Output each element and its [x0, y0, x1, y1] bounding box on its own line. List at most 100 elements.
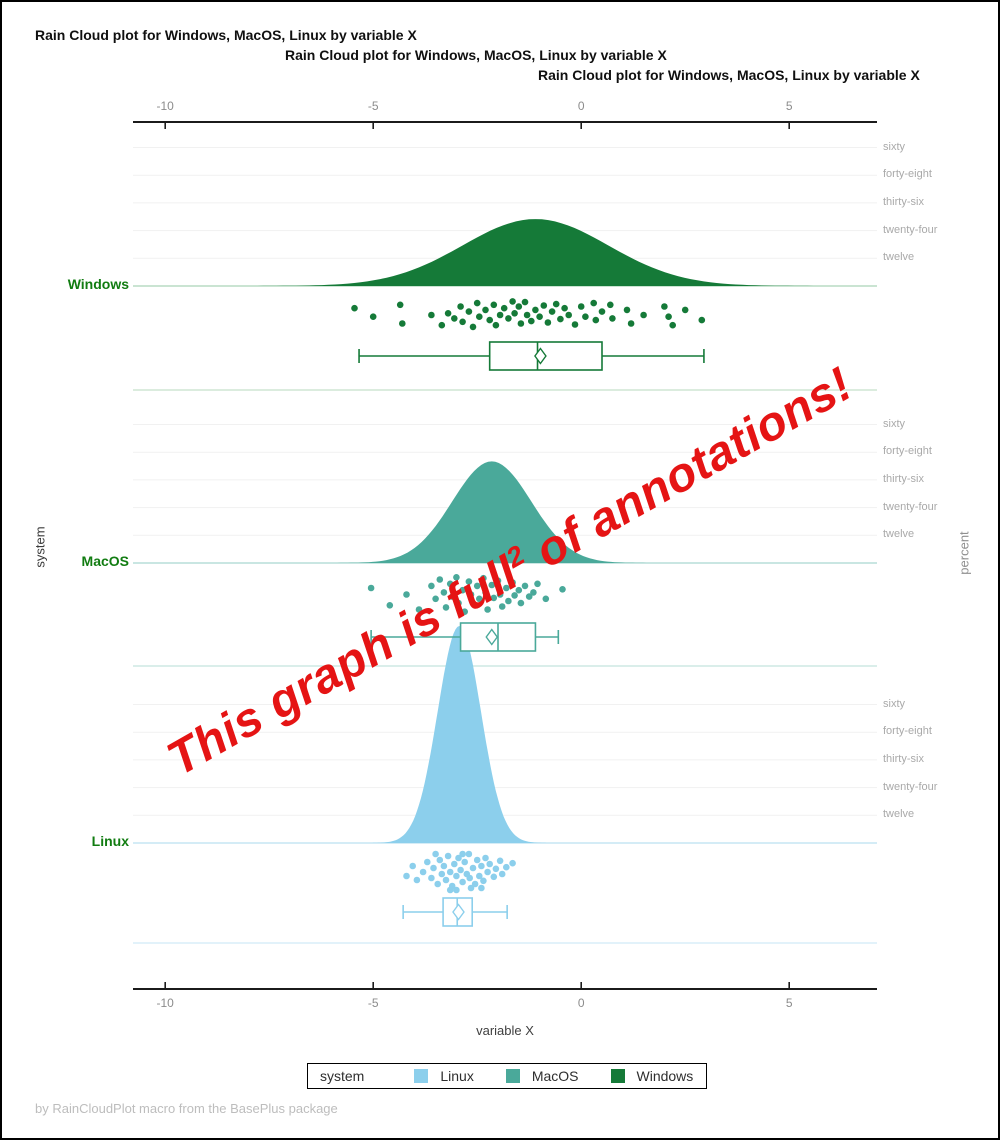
rain-point-macos — [432, 595, 439, 603]
rain-point-linux — [436, 856, 444, 864]
legend-item-macos: MacOS — [505, 1068, 579, 1084]
legend: system Linux MacOS Windows — [307, 1063, 707, 1089]
rain-point-macos — [559, 586, 566, 593]
rain-point-windows — [623, 306, 631, 314]
rain-point-macos — [367, 584, 375, 592]
rain-point-windows — [459, 318, 466, 326]
rain-point-linux — [419, 868, 427, 876]
rain-point-macos — [442, 604, 450, 611]
rain-point-windows — [486, 316, 494, 324]
legend-title: system — [320, 1068, 365, 1084]
rain-point-linux — [453, 872, 460, 880]
rain-point-linux — [440, 862, 448, 870]
legend-label: Linux — [440, 1068, 474, 1084]
rain-point-macos — [521, 582, 529, 590]
rain-point-windows — [665, 313, 672, 321]
rain-point-macos — [503, 584, 510, 592]
rain-point-linux — [453, 886, 460, 894]
rain-point-macos — [446, 580, 454, 588]
rain-point-linux — [484, 868, 491, 876]
rain-point-windows — [505, 315, 512, 322]
legend-label: MacOS — [531, 1068, 579, 1084]
rain-point-windows — [473, 299, 481, 307]
rain-point-macos — [403, 591, 410, 598]
rain-point-windows — [577, 303, 585, 310]
legend-item-linux: Linux — [414, 1068, 474, 1084]
rain-point-linux — [469, 864, 477, 872]
rain-point-linux — [490, 873, 498, 881]
density-cloud-windows — [244, 219, 827, 286]
rain-point-windows — [496, 311, 504, 319]
rain-point-macos — [515, 586, 523, 594]
rain-point-macos — [505, 597, 512, 605]
rain-point-linux — [471, 880, 479, 888]
rain-point-macos — [448, 593, 456, 600]
rain-point-macos — [415, 606, 423, 613]
mean-diamond — [452, 903, 465, 921]
rain-point-macos — [484, 606, 491, 613]
y-axis-label-system: system — [32, 526, 48, 568]
rain-point-windows — [482, 306, 489, 314]
rain-point-macos — [471, 602, 479, 609]
rain-point-macos — [542, 595, 550, 603]
density-cloud-linux — [372, 626, 546, 843]
rain-point-macos — [517, 599, 525, 607]
rain-point-macos — [428, 582, 435, 590]
rain-point-windows — [590, 299, 597, 307]
rain-point-linux — [430, 864, 437, 872]
rain-point-windows — [509, 298, 516, 305]
rain-point-linux — [498, 870, 506, 878]
rain-point-windows — [592, 316, 600, 324]
rain-point-macos — [440, 589, 448, 596]
rain-point-windows — [698, 316, 706, 324]
rain-point-windows — [438, 321, 446, 329]
rain-point-macos — [496, 591, 504, 598]
rain-point-windows — [557, 315, 564, 323]
rain-point-windows — [607, 301, 614, 309]
rain-point-linux — [428, 874, 435, 882]
rain-point-windows — [544, 319, 552, 326]
rain-point-windows — [451, 315, 458, 322]
rain-point-linux — [480, 877, 487, 885]
rain-point-linux — [446, 868, 454, 876]
rain-point-linux — [476, 872, 483, 880]
rain-point-linux — [482, 854, 489, 862]
rain-point-macos — [461, 608, 469, 615]
rain-point-windows — [521, 298, 529, 306]
legend-swatch-windows — [610, 1069, 625, 1083]
rain-point-windows — [511, 310, 518, 317]
rain-point-linux — [438, 870, 446, 878]
rain-point-macos — [467, 591, 475, 598]
rain-point-macos — [459, 586, 466, 594]
chart-title-3: Rain Cloud plot for Windows, MacOS, Linu… — [538, 67, 920, 83]
rain-point-windows — [548, 308, 556, 315]
rain-point-linux — [457, 866, 464, 874]
rain-point-windows — [399, 320, 406, 327]
rain-point-linux — [424, 858, 431, 866]
rain-point-linux — [446, 886, 454, 894]
rain-point-macos — [525, 593, 533, 600]
rain-point-linux — [459, 878, 466, 886]
rain-point-windows — [661, 303, 668, 310]
chart-title-2: Rain Cloud plot for Windows, MacOS, Linu… — [285, 47, 667, 63]
rain-point-windows — [444, 310, 452, 317]
mean-diamond — [485, 628, 499, 646]
rain-point-windows — [492, 321, 500, 329]
rain-point-linux — [403, 872, 410, 880]
rain-point-windows — [609, 315, 616, 322]
rain-point-linux — [461, 858, 469, 866]
chart-title-1: Rain Cloud plot for Windows, MacOS, Linu… — [35, 27, 417, 43]
rain-point-linux — [467, 884, 475, 892]
rain-point-linux — [465, 850, 473, 858]
rain-point-windows — [517, 320, 525, 327]
rain-point-linux — [478, 884, 485, 892]
rain-point-linux — [444, 852, 452, 860]
legend-items: Linux MacOS Windows — [364, 1068, 693, 1084]
rain-point-windows — [490, 301, 498, 309]
rain-point-macos — [480, 574, 487, 582]
rain-point-windows — [469, 323, 477, 331]
rain-point-macos — [488, 581, 496, 589]
legend-swatch-macos — [505, 1069, 520, 1083]
rain-point-macos — [476, 595, 483, 603]
